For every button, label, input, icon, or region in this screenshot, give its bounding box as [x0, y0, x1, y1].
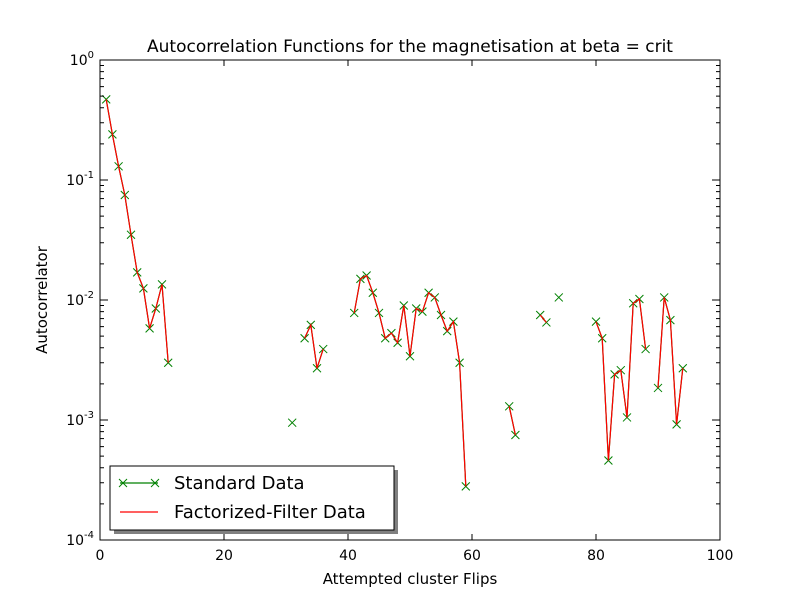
chart-title: Autocorrelation Functions for the magnet… — [147, 37, 673, 57]
x-tick-label: 20 — [215, 548, 233, 564]
data-point — [287, 418, 297, 428]
y-tick-exponent: 0 — [88, 50, 94, 61]
x-tick-label: 40 — [339, 548, 357, 564]
legend-label: Standard Data — [174, 473, 305, 494]
x-tick-label: 0 — [96, 548, 105, 564]
series-line — [595, 297, 647, 461]
y-axis-label: Autocorrelator — [33, 245, 51, 354]
data-point — [554, 293, 564, 302]
legend: Standard Data Factorized-Filter Data — [109, 465, 398, 534]
series-line — [105, 99, 169, 363]
y-tick-exponent: -1 — [84, 170, 94, 181]
legend-marker — [150, 478, 160, 488]
series-line — [304, 322, 324, 369]
legend-box — [109, 465, 395, 531]
y-tick-base: 10 — [66, 293, 84, 309]
series-1 — [105, 99, 684, 487]
y-tick-label: 10-4 — [66, 530, 94, 549]
y-tick-base: 10 — [70, 53, 88, 69]
legend-label: Factorized-Filter Data — [174, 502, 366, 523]
y-tick-exponent: -3 — [84, 410, 94, 421]
x-tick-label: 60 — [463, 548, 481, 564]
y-tick-base: 10 — [66, 173, 84, 189]
y-tick-base: 10 — [66, 413, 84, 429]
y-tick-label: 10-3 — [66, 410, 94, 429]
x-tick-label: 80 — [587, 548, 605, 564]
y-tick-label: 10-1 — [66, 170, 94, 189]
y-tick-base: 10 — [66, 533, 84, 549]
series-line — [353, 274, 467, 487]
series-line — [508, 406, 516, 436]
legend-item: Factorized-Filter Data — [120, 502, 366, 523]
series-line — [657, 297, 684, 425]
legend-marker — [118, 478, 128, 488]
y-tick-label: 100 — [70, 50, 94, 69]
y-tick-exponent: -2 — [84, 290, 94, 301]
x-axis-label: Attempted cluster Flips — [323, 570, 498, 588]
legend-item: Standard Data — [118, 473, 305, 494]
x-tick-label: 100 — [707, 548, 734, 564]
y-tick-exponent: -4 — [84, 530, 94, 541]
series-line — [539, 314, 547, 323]
y-tick-label: 10-2 — [66, 290, 94, 309]
plot-area — [100, 60, 720, 540]
